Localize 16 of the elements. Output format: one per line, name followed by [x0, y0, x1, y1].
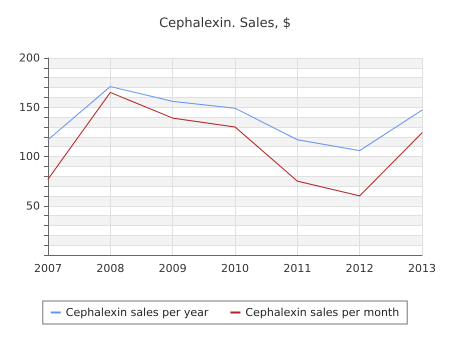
- x-tick-label: 2010: [221, 262, 249, 275]
- y-tick-label: 150: [19, 100, 40, 114]
- x-tick-label: 2009: [158, 262, 187, 275]
- y-tick-label: 50: [26, 199, 40, 212]
- chart-title: Cephalexin. Sales, $: [159, 16, 291, 31]
- line-series: [48, 92, 422, 196]
- x-tick-label: 2012: [346, 262, 374, 275]
- legend-label: Cephalexin sales per year: [66, 306, 209, 319]
- x-tick-label: 2013: [408, 262, 436, 275]
- y-tick-label: 100: [19, 150, 40, 163]
- x-tick-label: 2011: [283, 262, 312, 275]
- legend-label: Cephalexin sales per month: [245, 306, 400, 319]
- x-tick-label: 2008: [96, 262, 124, 275]
- line-series: [48, 86, 422, 152]
- x-tick-label: 2007: [34, 262, 62, 275]
- y-tick-label: 200: [19, 52, 40, 64]
